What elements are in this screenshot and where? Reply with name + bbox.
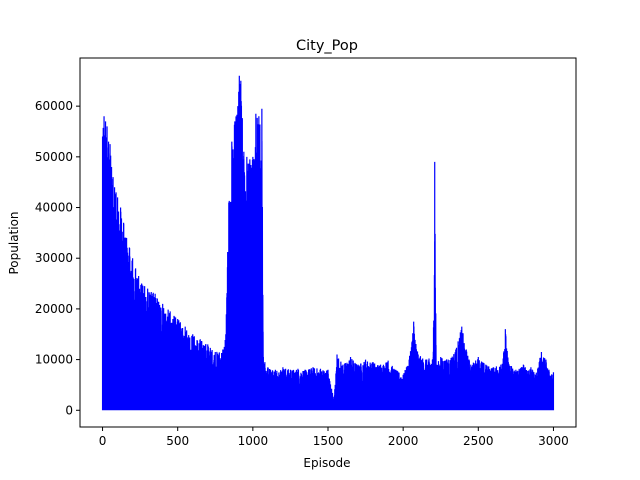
x-tick-label: 0 <box>99 434 107 448</box>
y-tick-label: 60000 <box>35 99 73 113</box>
x-tick-label: 1500 <box>313 434 344 448</box>
plot-data <box>101 75 555 411</box>
x-tick-label: 2500 <box>463 434 494 448</box>
x-tick-label: 500 <box>166 434 189 448</box>
y-tick-label: 40000 <box>35 201 73 215</box>
x-axis: 0 500 1000 1500 2000 2500 3000 <box>99 427 569 448</box>
y-tick-label: 20000 <box>35 302 73 316</box>
x-tick-label: 3000 <box>538 434 569 448</box>
chart-title: City_Pop <box>296 38 358 54</box>
y-tick-label: 10000 <box>35 353 73 367</box>
y-tick-label: 50000 <box>35 150 73 164</box>
y-axis-label: Population <box>7 211 21 274</box>
x-tick-label: 1000 <box>238 434 269 448</box>
y-axis: 0 10000 20000 30000 40000 50000 60000 <box>35 99 80 417</box>
x-axis-label: Episode <box>303 456 350 470</box>
y-tick-label: 30000 <box>35 251 73 265</box>
y-tick-label: 0 <box>65 403 73 417</box>
x-tick-label: 2000 <box>388 434 419 448</box>
series-line <box>101 75 555 411</box>
